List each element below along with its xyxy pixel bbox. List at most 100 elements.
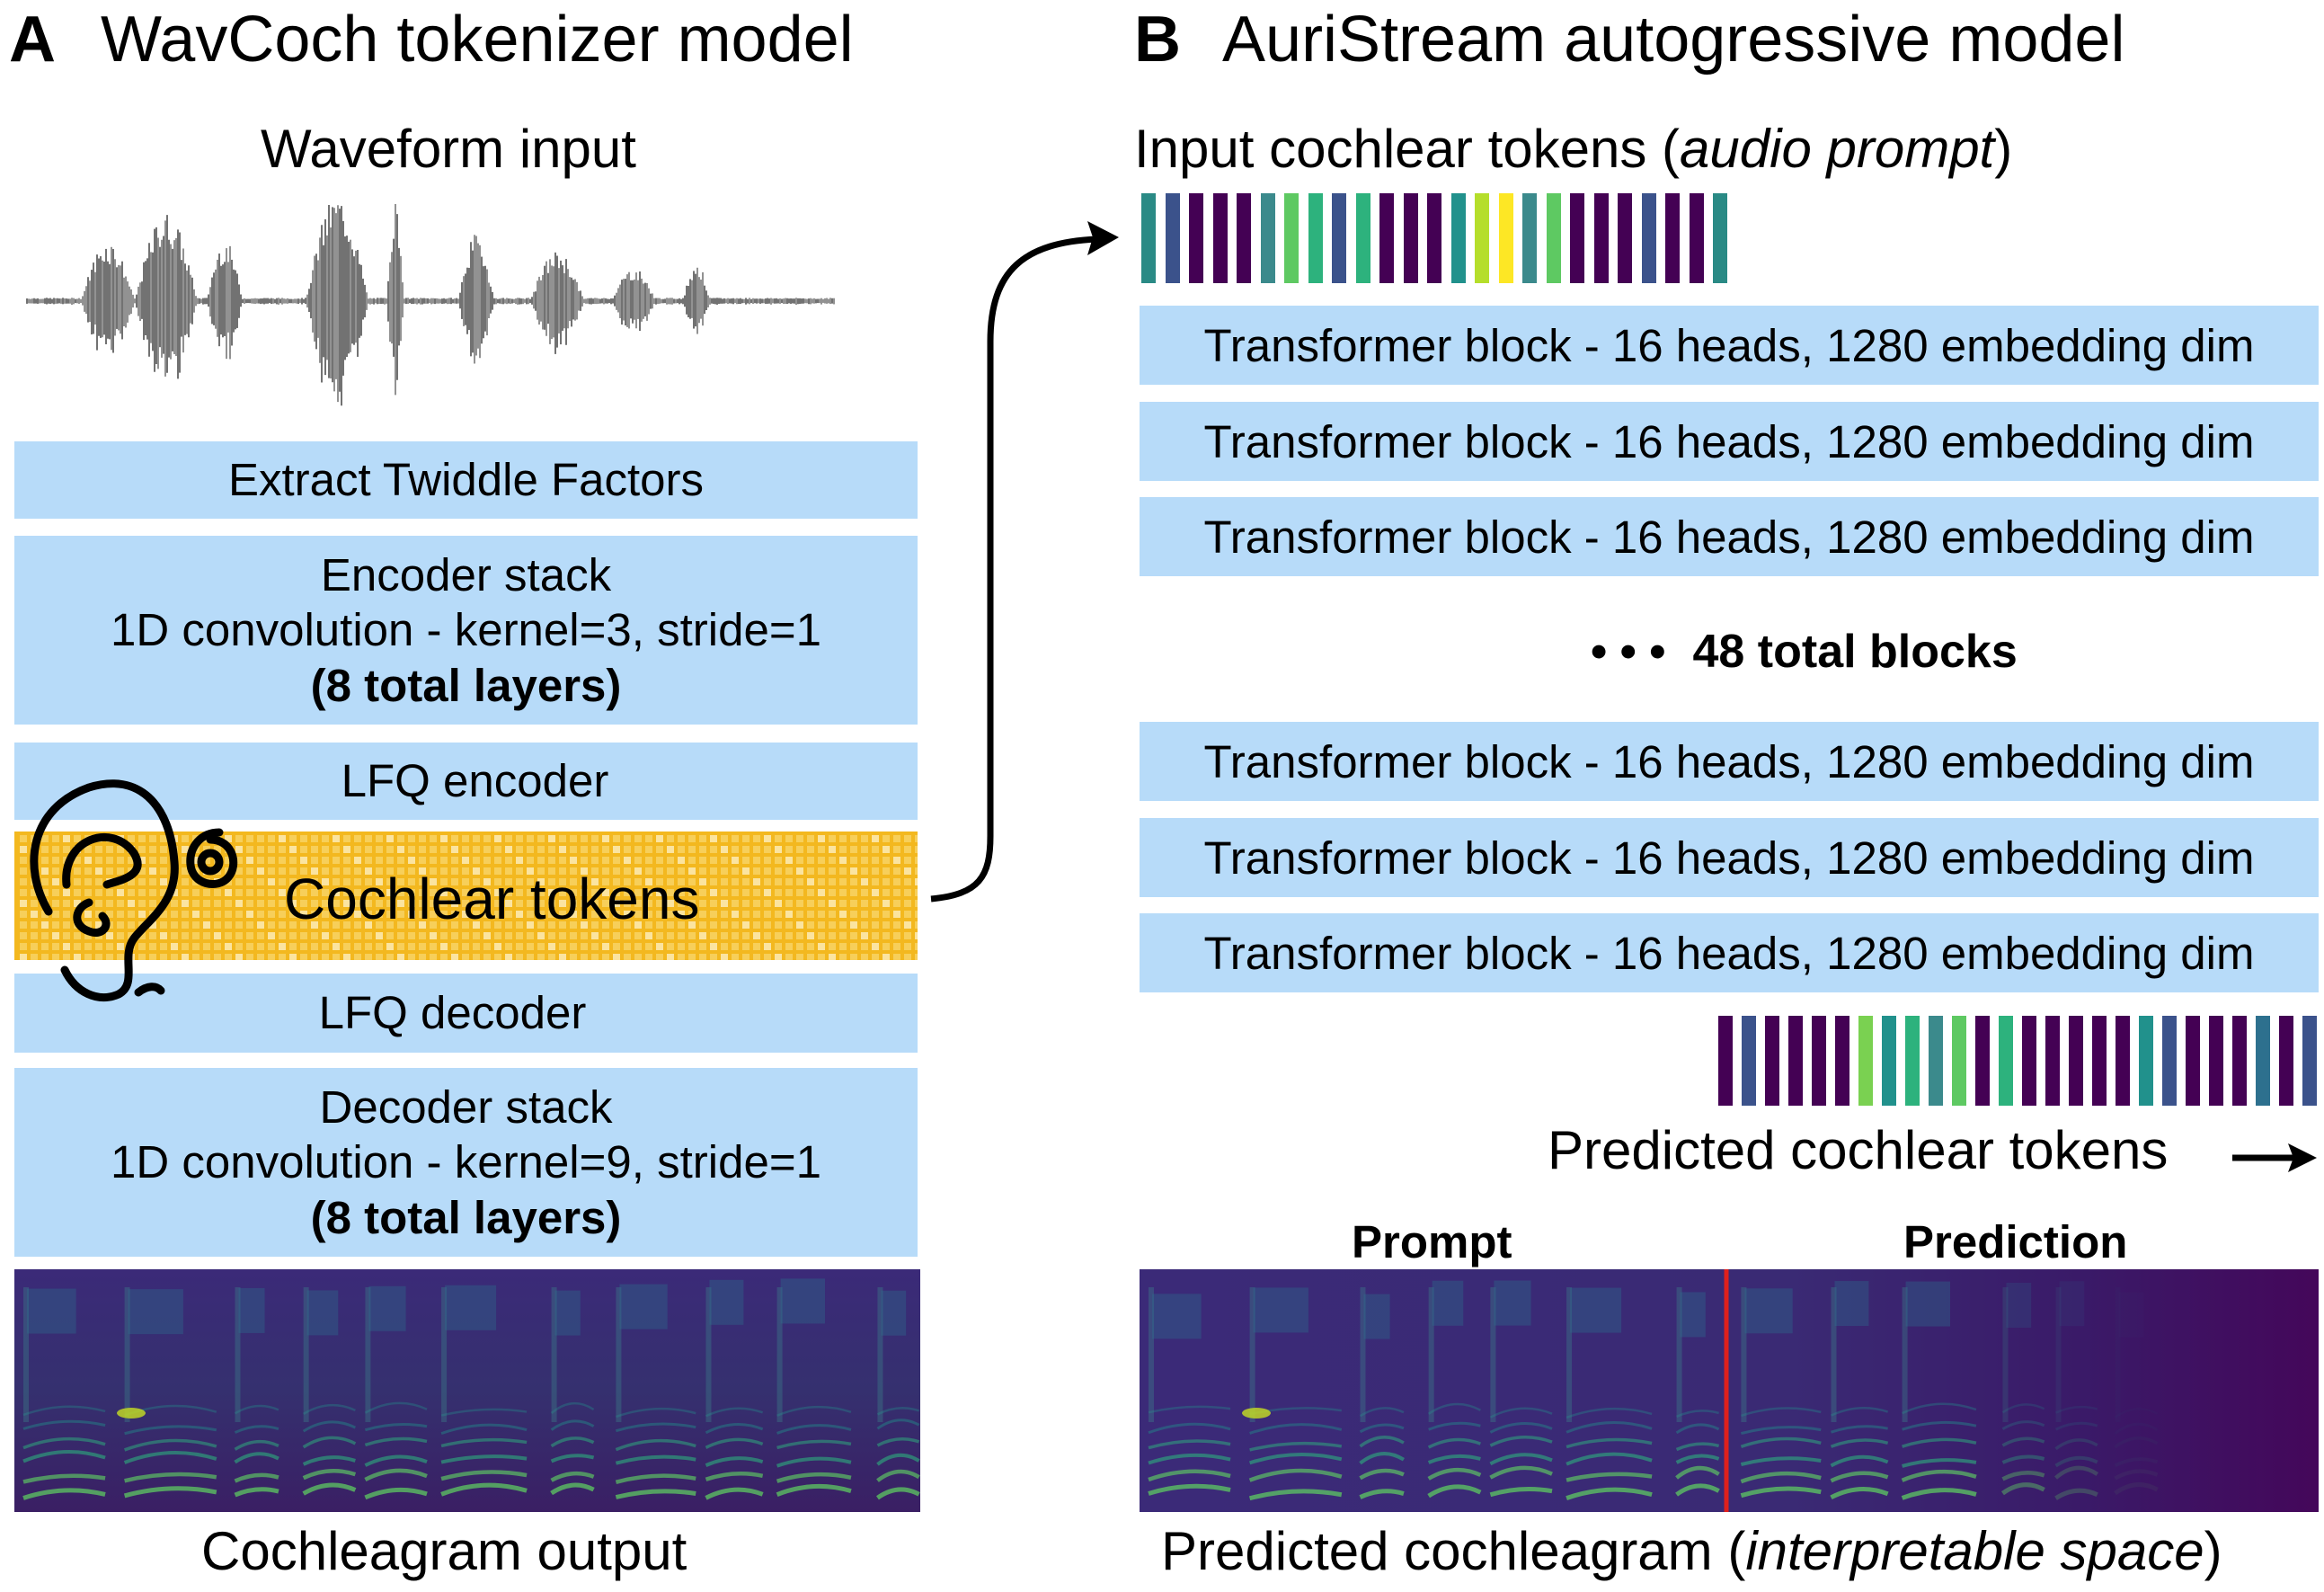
prediction-label: Prediction — [1903, 1216, 2128, 1267]
input-tokens-label-italic: audio prompt — [1680, 119, 1995, 179]
predicted-tokens-arrow — [2232, 1143, 2317, 1172]
predicted-cochleagram-graphic — [1140, 1269, 2319, 1512]
transformer-block-46: Transformer block - 16 heads, 1280 embed… — [1140, 722, 2319, 801]
encoder-title: Encoder stack — [320, 549, 612, 601]
encoder-stack-box: Encoder stack 1D convolution - kernel=3,… — [14, 536, 918, 725]
token-bar — [2162, 1016, 2177, 1106]
token-bar — [2139, 1016, 2153, 1106]
input-tokens-label-main: Input cochlear tokens ( — [1134, 119, 1681, 179]
token-bar — [1260, 193, 1275, 283]
transformer-block-label: Transformer block - 16 heads, 1280 embed… — [1203, 415, 2255, 467]
token-bar — [1975, 1016, 1990, 1106]
decoder-title: Decoder stack — [319, 1081, 613, 1134]
token-bar — [1882, 1016, 1896, 1106]
predicted-token-row — [1718, 1016, 2320, 1106]
token-bar — [1999, 1016, 2013, 1106]
token-bar — [2232, 1016, 2247, 1106]
encoder-layers: (8 total layers) — [310, 659, 622, 711]
token-bar — [1546, 193, 1561, 283]
token-bar — [1788, 1016, 1803, 1106]
ear-icon — [30, 779, 238, 1001]
tokens-to-autoregressive-arrow — [930, 221, 1119, 903]
predicted-cochleagram-label-close: ) — [2204, 1521, 2222, 1581]
token-bar — [2256, 1016, 2270, 1106]
token-bar — [1570, 193, 1584, 283]
predicted-tokens-label: Predicted cochlear tokens — [1548, 1120, 2169, 1180]
token-bar — [1403, 193, 1418, 283]
token-bar — [2279, 1016, 2293, 1106]
token-bar — [1765, 1016, 1779, 1106]
transformer-block-label: Transformer block - 16 heads, 1280 embed… — [1203, 927, 2255, 979]
cochleagram-output-label: Cochleagram output — [201, 1521, 687, 1581]
token-bar — [1952, 1016, 1966, 1106]
decoder-stack-box: Decoder stack 1D convolution - kernel=9,… — [14, 1068, 918, 1257]
decoder-layers: (8 total layers) — [310, 1191, 622, 1243]
token-bar — [1641, 193, 1656, 283]
panel-a-letter: A — [9, 4, 56, 76]
input-tokens-label-close: ) — [1994, 119, 2013, 179]
token-bar — [2092, 1016, 2107, 1106]
transformer-block-47: Transformer block - 16 heads, 1280 embed… — [1140, 818, 2319, 897]
token-bar — [1618, 193, 1632, 283]
cochleagram-output-graphic — [14, 1269, 920, 1512]
token-bar — [1450, 193, 1466, 283]
token-bar — [1141, 193, 1156, 283]
token-bar — [1379, 193, 1394, 283]
panel-b-letter: B — [1134, 4, 1181, 76]
transformer-block-48: Transformer block - 16 heads, 1280 embed… — [1140, 913, 2319, 992]
token-bar — [1718, 1016, 1733, 1106]
token-bar — [1332, 193, 1346, 283]
token-bar — [2302, 1016, 2317, 1106]
transformer-block-label: Transformer block - 16 heads, 1280 embed… — [1203, 735, 2255, 787]
prompt-label: Prompt — [1352, 1216, 1512, 1267]
token-bar — [1237, 193, 1251, 283]
token-bar — [1858, 1016, 1873, 1106]
input-token-row — [1141, 193, 1743, 283]
token-bar — [1427, 193, 1441, 283]
token-bar — [1713, 193, 1727, 283]
token-bar — [1929, 1016, 1943, 1106]
waveform-input-label: Waveform input — [261, 119, 636, 179]
token-bar — [1475, 193, 1489, 283]
transformer-block-2: Transformer block - 16 heads, 1280 embed… — [1140, 402, 2319, 481]
lfq-encoder-box: LFQ encoder — [14, 743, 918, 820]
token-bar — [2022, 1016, 2036, 1106]
transformer-block-label: Transformer block - 16 heads, 1280 embed… — [1203, 319, 2255, 371]
transformer-block-label: Transformer block - 16 heads, 1280 embed… — [1203, 832, 2255, 884]
cochleagram-output — [14, 1269, 920, 1512]
token-bar — [1165, 193, 1180, 283]
token-bar — [1212, 193, 1228, 283]
token-bar — [1665, 193, 1680, 283]
panel-a-title: WavCoch tokenizer model — [101, 4, 854, 76]
ellipsis-dots: • • • — [1591, 626, 1666, 678]
transformer-block-label: Transformer block - 16 heads, 1280 embed… — [1203, 511, 2255, 563]
token-bar — [2069, 1016, 2083, 1106]
token-bar — [2209, 1016, 2223, 1106]
token-bar — [1689, 193, 1704, 283]
total-blocks-row: • • • 48 total blocks — [1591, 625, 2018, 679]
token-bar — [2116, 1016, 2130, 1106]
decoder-detail: 1D convolution - kernel=9, stride=1 — [111, 1136, 821, 1188]
predicted-cochleagram-label-italic: interpretable space — [1745, 1521, 2204, 1581]
token-bar — [2045, 1016, 2060, 1106]
token-bar — [2186, 1016, 2200, 1106]
lfq-decoder-label: LFQ decoder — [318, 987, 587, 1039]
transformer-block-1: Transformer block - 16 heads, 1280 embed… — [1140, 306, 2319, 385]
token-bar — [1593, 193, 1609, 283]
transformer-block-3: Transformer block - 16 heads, 1280 embed… — [1140, 497, 2319, 576]
total-blocks-label: 48 total blocks — [1692, 626, 2018, 678]
predicted-cochleagram — [1140, 1269, 2319, 1512]
twiddle-factors-box: Extract Twiddle Factors — [14, 441, 918, 519]
cochlear-tokens-band: Cochlear tokens — [14, 832, 918, 960]
encoder-detail: 1D convolution - kernel=3, stride=1 — [111, 604, 821, 656]
cochlear-tokens-label: Cochlear tokens — [284, 867, 700, 931]
token-bar — [1742, 1016, 1756, 1106]
token-bar — [1905, 1016, 1920, 1106]
token-bar — [1812, 1016, 1826, 1106]
waveform-graphic — [26, 203, 835, 406]
token-bar — [1189, 193, 1203, 283]
lfq-encoder-label: LFQ encoder — [341, 755, 609, 807]
predicted-cochleagram-label-main: Predicted cochleagram ( — [1161, 1521, 1746, 1581]
token-bar — [1308, 193, 1323, 283]
input-tokens-label: Input cochlear tokens (audio prompt) — [1134, 122, 2012, 176]
